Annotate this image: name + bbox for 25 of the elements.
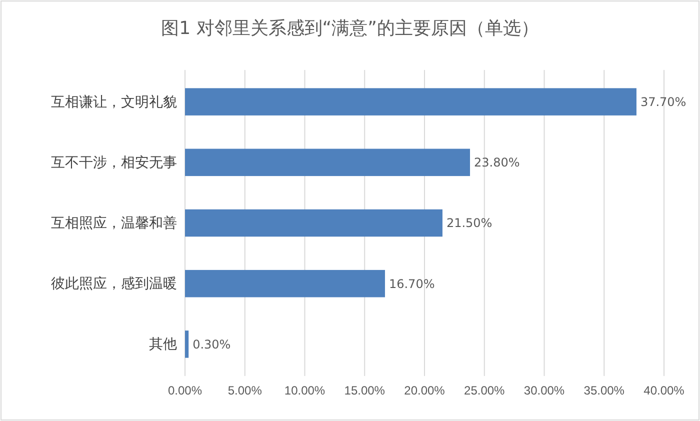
x-tick-label: 40.00% [644, 384, 685, 398]
x-tick-label: 20.00% [404, 384, 446, 398]
x-tick-label: 15.00% [344, 384, 386, 398]
y-tick-label: 其他 [149, 336, 177, 352]
data-label: 16.70% [388, 276, 435, 291]
chart-title: 图1 对邻里关系感到“满意”的主要原因（单选） [161, 18, 539, 39]
bar [185, 209, 442, 237]
x-tick-label: 10.00% [284, 384, 326, 398]
data-label: 0.30% [192, 337, 231, 352]
bar [185, 270, 385, 298]
x-tick-label: 35.00% [584, 384, 625, 398]
x-tick-label: 0.00% [168, 384, 202, 398]
y-tick-label: 彼此照应，感到温暖 [51, 275, 177, 292]
y-tick-label: 互不干涉，相安无事 [51, 154, 177, 170]
data-label: 37.70% [640, 95, 686, 110]
bar [185, 148, 470, 176]
y-tick-label: 互相照应，温馨和善 [51, 214, 177, 230]
bar [185, 88, 636, 116]
x-tick-label: 30.00% [524, 384, 565, 398]
data-label: 23.80% [474, 156, 520, 170]
x-tick-label: 25.00% [464, 384, 506, 398]
y-tick-label: 互相谦让，文明礼貌 [51, 93, 177, 110]
x-tick-label: 5.00% [228, 384, 262, 398]
data-label: 21.50% [446, 216, 492, 230]
bar [185, 330, 189, 358]
